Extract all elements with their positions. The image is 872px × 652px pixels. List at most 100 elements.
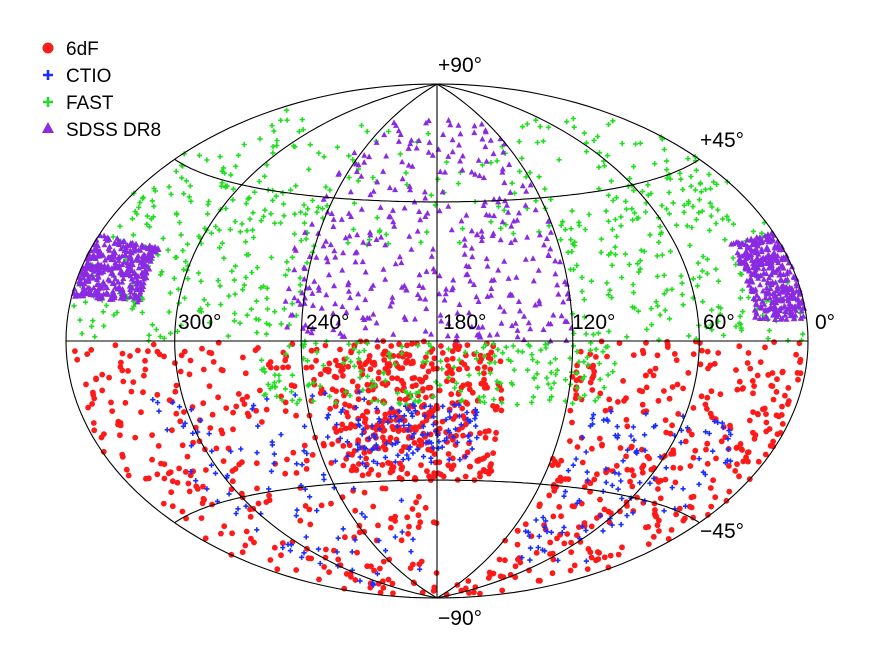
point-6df <box>394 375 401 382</box>
point-sdss-dr8 <box>450 276 457 283</box>
point-sdss-dr8 <box>457 157 464 164</box>
point-6df <box>797 356 804 363</box>
point-fast <box>346 341 352 347</box>
point-6df <box>370 503 377 510</box>
point-ctio <box>643 411 649 417</box>
point-fast <box>631 164 637 170</box>
point-sdss-dr8 <box>144 263 151 270</box>
point-fast <box>477 398 483 404</box>
point-fast <box>583 149 590 155</box>
point-sdss-dr8 <box>476 333 483 340</box>
point-6df <box>704 460 711 467</box>
point-sdss-dr8 <box>343 309 350 315</box>
point-sdss-dr8 <box>320 242 327 249</box>
point-sdss-dr8 <box>324 258 331 265</box>
point-6df <box>597 496 603 503</box>
point-fast <box>271 128 277 134</box>
point-sdss-dr8 <box>345 288 352 294</box>
point-fast <box>346 175 352 181</box>
point-sdss-dr8 <box>754 301 760 308</box>
point-sdss-dr8 <box>499 165 506 172</box>
point-fast <box>534 139 541 146</box>
point-sdss-dr8 <box>474 231 481 237</box>
point-6df <box>301 442 308 449</box>
point-ctio <box>663 465 669 471</box>
point-fast <box>293 312 299 319</box>
point-6df <box>279 540 286 546</box>
point-sdss-dr8 <box>285 285 292 292</box>
point-6df <box>394 386 401 393</box>
point-ctio <box>388 414 394 420</box>
point-sdss-dr8 <box>775 311 782 318</box>
point-sdss-dr8 <box>424 210 431 216</box>
point-ctio <box>661 508 667 514</box>
point-fast <box>462 349 468 355</box>
point-sdss-dr8 <box>144 257 151 263</box>
point-sdss-dr8 <box>761 232 768 239</box>
point-fast <box>509 380 515 386</box>
point-sdss-dr8 <box>318 305 325 311</box>
point-fast <box>633 141 639 147</box>
point-fast <box>536 174 542 180</box>
point-fast <box>562 377 569 383</box>
point-6df <box>471 589 477 596</box>
point-fast <box>77 317 83 323</box>
point-fast <box>103 302 109 309</box>
point-fast <box>503 222 509 228</box>
point-fast <box>351 346 357 352</box>
point-sdss-dr8 <box>120 275 127 281</box>
point-ctio <box>235 506 241 512</box>
point-6df <box>218 530 224 537</box>
point-6df <box>745 458 751 465</box>
point-6df <box>785 385 792 391</box>
point-ctio <box>430 421 436 428</box>
point-fast <box>131 303 137 309</box>
point-6df <box>127 353 133 359</box>
point-ctio <box>301 448 307 454</box>
point-6df <box>661 388 667 394</box>
point-sdss-dr8 <box>133 284 140 291</box>
point-6df <box>672 479 679 486</box>
point-fast <box>494 386 500 392</box>
point-6df <box>93 375 99 382</box>
point-ctio <box>400 456 406 463</box>
point-6df <box>267 557 274 563</box>
point-sdss-dr8 <box>516 307 523 314</box>
point-fast <box>643 209 649 215</box>
point-fast <box>264 162 270 168</box>
point-ctio <box>684 425 691 431</box>
point-sdss-dr8 <box>352 249 359 256</box>
point-6df <box>599 441 605 448</box>
point-ctio <box>533 517 539 523</box>
point-6df <box>537 577 543 584</box>
point-6df <box>98 434 105 441</box>
point-ctio <box>377 419 383 425</box>
point-6df <box>467 463 474 470</box>
point-sdss-dr8 <box>377 204 384 210</box>
point-6df <box>762 344 768 351</box>
point-6df <box>185 480 192 487</box>
point-6df <box>482 468 489 475</box>
point-fast <box>285 267 292 273</box>
point-6df <box>215 394 222 401</box>
point-6df <box>481 455 487 461</box>
point-6df <box>293 567 300 573</box>
point-sdss-dr8 <box>140 260 147 266</box>
point-sdss-dr8 <box>765 251 772 258</box>
point-6df <box>130 379 137 385</box>
point-6df <box>182 469 189 475</box>
point-fast <box>237 320 243 326</box>
point-ctio <box>431 414 437 420</box>
point-fast <box>221 255 227 261</box>
point-fast <box>243 274 249 280</box>
point-sdss-dr8 <box>106 277 113 284</box>
point-ctio <box>561 493 567 499</box>
point-6df <box>687 463 694 469</box>
point-6df <box>155 443 162 449</box>
point-6df <box>589 445 595 452</box>
point-fast <box>678 273 684 279</box>
point-sdss-dr8 <box>396 253 403 260</box>
point-6df <box>412 424 419 431</box>
lon-label-180: 180° <box>443 311 486 334</box>
point-fast <box>703 186 709 192</box>
